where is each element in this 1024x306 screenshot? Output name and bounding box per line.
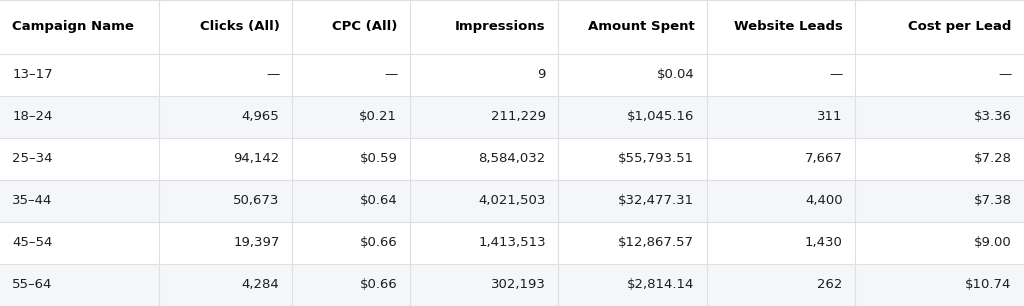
Text: 55–64: 55–64 (12, 278, 52, 291)
Text: 1,430: 1,430 (805, 237, 843, 249)
Text: Amount Spent: Amount Spent (588, 20, 694, 33)
Text: $0.21: $0.21 (359, 110, 397, 123)
FancyBboxPatch shape (0, 96, 1024, 138)
Text: 94,142: 94,142 (233, 152, 280, 165)
FancyBboxPatch shape (0, 264, 1024, 306)
Text: —: — (829, 68, 843, 81)
Text: 7,667: 7,667 (805, 152, 843, 165)
Text: 311: 311 (817, 110, 843, 123)
Text: $2,814.14: $2,814.14 (627, 278, 694, 291)
Text: $7.28: $7.28 (974, 152, 1012, 165)
Text: $0.59: $0.59 (359, 152, 397, 165)
Text: Website Leads: Website Leads (734, 20, 843, 33)
Text: Impressions: Impressions (455, 20, 546, 33)
Text: 13–17: 13–17 (12, 68, 53, 81)
Text: 262: 262 (817, 278, 843, 291)
Text: $0.66: $0.66 (359, 278, 397, 291)
Text: —: — (266, 68, 280, 81)
Text: $0.64: $0.64 (359, 194, 397, 207)
Text: $9.00: $9.00 (974, 237, 1012, 249)
Text: CPC (All): CPC (All) (332, 20, 397, 33)
FancyBboxPatch shape (0, 180, 1024, 222)
Text: 35–44: 35–44 (12, 194, 52, 207)
Text: $0.04: $0.04 (656, 68, 694, 81)
Text: 1,413,513: 1,413,513 (478, 237, 546, 249)
FancyBboxPatch shape (0, 0, 1024, 54)
Text: $0.66: $0.66 (359, 237, 397, 249)
FancyBboxPatch shape (0, 54, 1024, 96)
FancyBboxPatch shape (0, 138, 1024, 180)
Text: $12,867.57: $12,867.57 (618, 237, 694, 249)
Text: 4,021,503: 4,021,503 (478, 194, 546, 207)
Text: 4,965: 4,965 (242, 110, 280, 123)
Text: 50,673: 50,673 (233, 194, 280, 207)
Text: $32,477.31: $32,477.31 (618, 194, 694, 207)
Text: Campaign Name: Campaign Name (12, 20, 134, 33)
Text: $1,045.16: $1,045.16 (627, 110, 694, 123)
Text: Clicks (All): Clicks (All) (200, 20, 280, 33)
Text: 8,584,032: 8,584,032 (478, 152, 546, 165)
Text: $10.74: $10.74 (966, 278, 1012, 291)
FancyBboxPatch shape (0, 222, 1024, 264)
Text: 4,400: 4,400 (805, 194, 843, 207)
Text: 18–24: 18–24 (12, 110, 52, 123)
Text: 302,193: 302,193 (490, 278, 546, 291)
Text: $3.36: $3.36 (974, 110, 1012, 123)
Text: 45–54: 45–54 (12, 237, 52, 249)
Text: 9: 9 (538, 68, 546, 81)
Text: —: — (384, 68, 397, 81)
Text: $7.38: $7.38 (974, 194, 1012, 207)
Text: 25–34: 25–34 (12, 152, 53, 165)
Text: 211,229: 211,229 (490, 110, 546, 123)
Text: —: — (998, 68, 1012, 81)
Text: Cost per Lead: Cost per Lead (908, 20, 1012, 33)
Text: $55,793.51: $55,793.51 (618, 152, 694, 165)
Text: 19,397: 19,397 (233, 237, 280, 249)
Text: 4,284: 4,284 (242, 278, 280, 291)
